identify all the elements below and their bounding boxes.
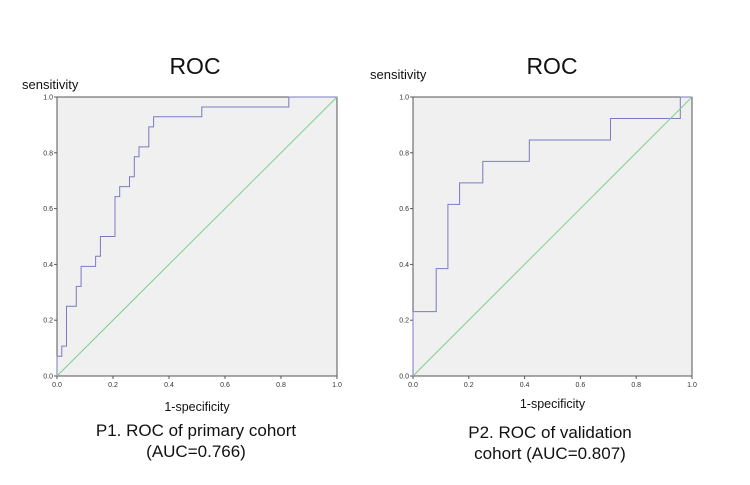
y-tick-label: 0.2 xyxy=(399,318,409,325)
roc-curve xyxy=(412,96,692,376)
y-tick-label: 0.8 xyxy=(43,150,53,157)
x-tick-label: 0.8 xyxy=(631,382,641,389)
x-tick-label: 0.2 xyxy=(108,382,118,389)
y-tick-label: 0.0 xyxy=(399,374,409,381)
y-tick-label: 0.4 xyxy=(399,262,409,269)
chart-title: ROC xyxy=(526,53,577,79)
y-tick-label: 1.0 xyxy=(399,95,409,102)
x-tick-label: 1.0 xyxy=(687,382,697,389)
y-axis-label: sensitivity xyxy=(22,77,79,92)
x-tick-label: 0.8 xyxy=(276,382,286,389)
chart-title: ROC xyxy=(169,53,220,79)
reference-line xyxy=(56,96,338,377)
y-tick-label: 0.0 xyxy=(43,374,53,381)
y-tick-label: 0.4 xyxy=(43,262,53,269)
y-tick-label: 0.6 xyxy=(43,206,53,213)
x-tick-label: 1.0 xyxy=(332,382,342,389)
x-tick-label: 0.4 xyxy=(164,382,174,389)
figure-caption-line: P1. ROC of primary cohort xyxy=(96,421,297,440)
x-tick-label: 0.4 xyxy=(520,382,530,389)
x-tick-label: 0.6 xyxy=(576,382,586,389)
x-axis-label: 1-specificity xyxy=(520,397,586,411)
figure-caption-line: P2. ROC of validation xyxy=(468,423,631,442)
y-tick-label: 0.2 xyxy=(43,318,53,325)
x-tick-label: 0.6 xyxy=(220,382,230,389)
y-axis-label: sensitivity xyxy=(370,67,427,82)
roc-curve xyxy=(56,96,337,376)
reference-line xyxy=(412,96,693,377)
y-tick-label: 1.0 xyxy=(43,95,53,102)
y-tick-label: 0.8 xyxy=(399,150,409,157)
roc-panel-2: ROC sensitivity 0.0 0.2 0.4 0.6 0.8 1.0 0.0 0.2 0.… xyxy=(370,53,697,463)
x-tick-label: 0.2 xyxy=(464,382,474,389)
x-tick-label: 0.0 xyxy=(52,382,62,389)
figure-caption-line: (AUC=0.766) xyxy=(146,442,246,461)
x-tick-label: 0.0 xyxy=(408,382,418,389)
figure-caption-line: cohort (AUC=0.807) xyxy=(474,444,626,463)
y-tick-label: 0.6 xyxy=(399,206,409,213)
roc-panel-1: ROC sensitivity 0.0 0.2 0.4 0.6 0.8 1.0 0.0 0.2 0.… xyxy=(22,53,342,461)
x-axis-label: 1-specificity xyxy=(164,400,230,414)
